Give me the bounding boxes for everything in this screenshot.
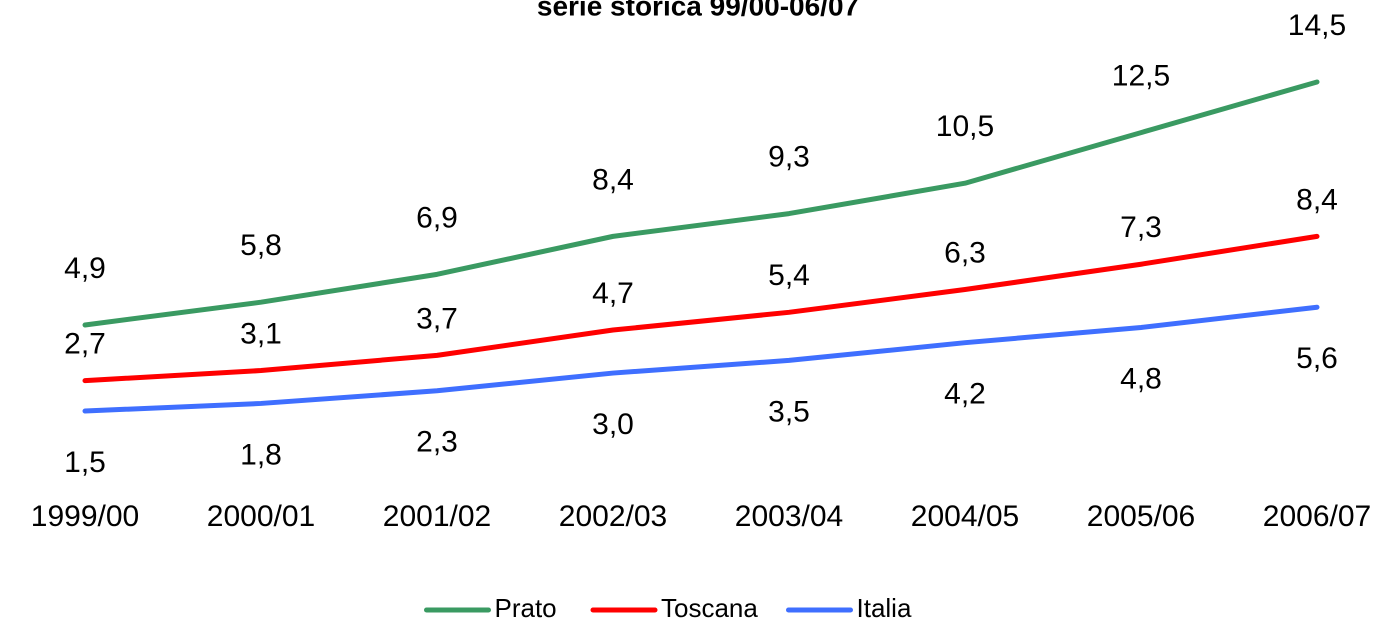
x-tick-label: 2000/01: [207, 500, 315, 533]
data-label: 2,7: [64, 328, 106, 361]
x-tick-label: 2006/07: [1263, 500, 1371, 533]
data-label: 3,5: [768, 395, 810, 428]
legend-label: Italia: [857, 593, 912, 623]
data-label: 7,3: [1120, 211, 1162, 244]
x-tick-label: 1999/00: [31, 500, 139, 533]
x-tick-label: 2005/06: [1087, 500, 1195, 533]
data-label: 6,9: [416, 201, 458, 234]
data-label: 9,3: [768, 141, 810, 174]
x-tick-label: 2001/02: [383, 500, 491, 533]
data-label: 6,3: [944, 236, 986, 269]
chart-title: serie storica 99/00-06/07: [537, 0, 859, 21]
data-label: 3,7: [416, 302, 458, 335]
x-tick-label: 2004/05: [911, 500, 1019, 533]
data-label: 5,6: [1296, 342, 1338, 375]
data-label: 5,4: [768, 259, 810, 292]
data-label: 8,4: [592, 163, 634, 196]
data-label: 3,1: [240, 317, 282, 350]
data-label: 12,5: [1112, 60, 1170, 93]
data-label: 1,5: [64, 446, 106, 479]
data-label: 2,3: [416, 426, 458, 459]
series-line: [82, 79, 1320, 328]
data-label: 4,9: [64, 252, 106, 285]
data-label: 4,7: [592, 277, 634, 310]
data-label: 14,5: [1288, 9, 1346, 42]
data-label: 1,8: [240, 438, 282, 471]
x-tick-label: 2003/04: [735, 500, 843, 533]
series-line: [82, 304, 1320, 414]
legend-label: Prato: [495, 593, 557, 623]
data-label: 3,0: [592, 408, 634, 441]
data-label: 10,5: [936, 110, 994, 143]
legend-label: Toscana: [661, 593, 758, 623]
x-tick-label: 2002/03: [559, 500, 667, 533]
data-label: 5,8: [240, 229, 282, 262]
data-label: 4,2: [944, 378, 986, 411]
series-line: [82, 233, 1320, 384]
data-label: 8,4: [1296, 183, 1338, 216]
data-label: 4,8: [1120, 362, 1162, 395]
